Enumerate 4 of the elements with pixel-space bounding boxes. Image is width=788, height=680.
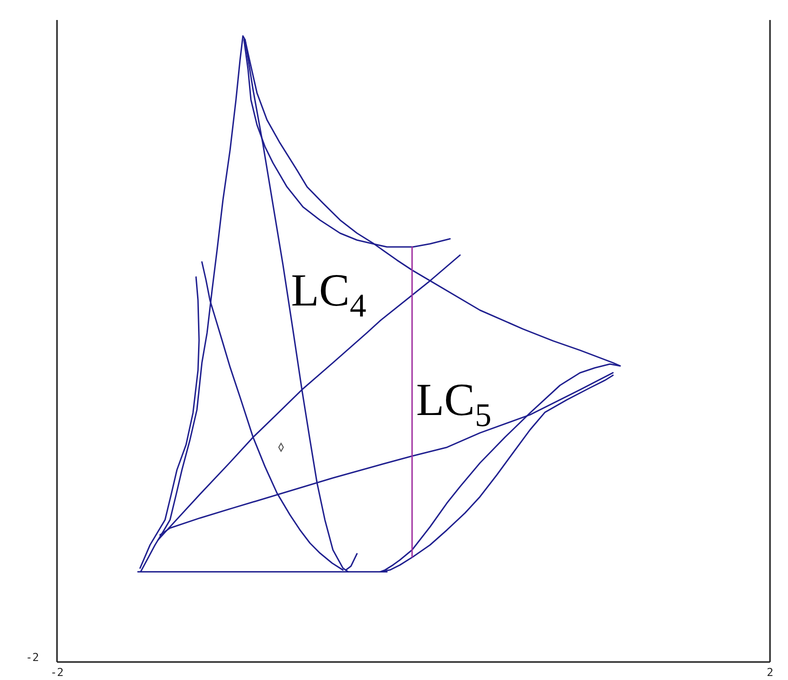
annotation: LC$_{4}$ <box>290 264 367 324</box>
annotation: LC$_{5}$ <box>416 374 492 434</box>
text: -2 <box>26 651 39 664</box>
x-tick-label: 2 <box>766 666 774 679</box>
